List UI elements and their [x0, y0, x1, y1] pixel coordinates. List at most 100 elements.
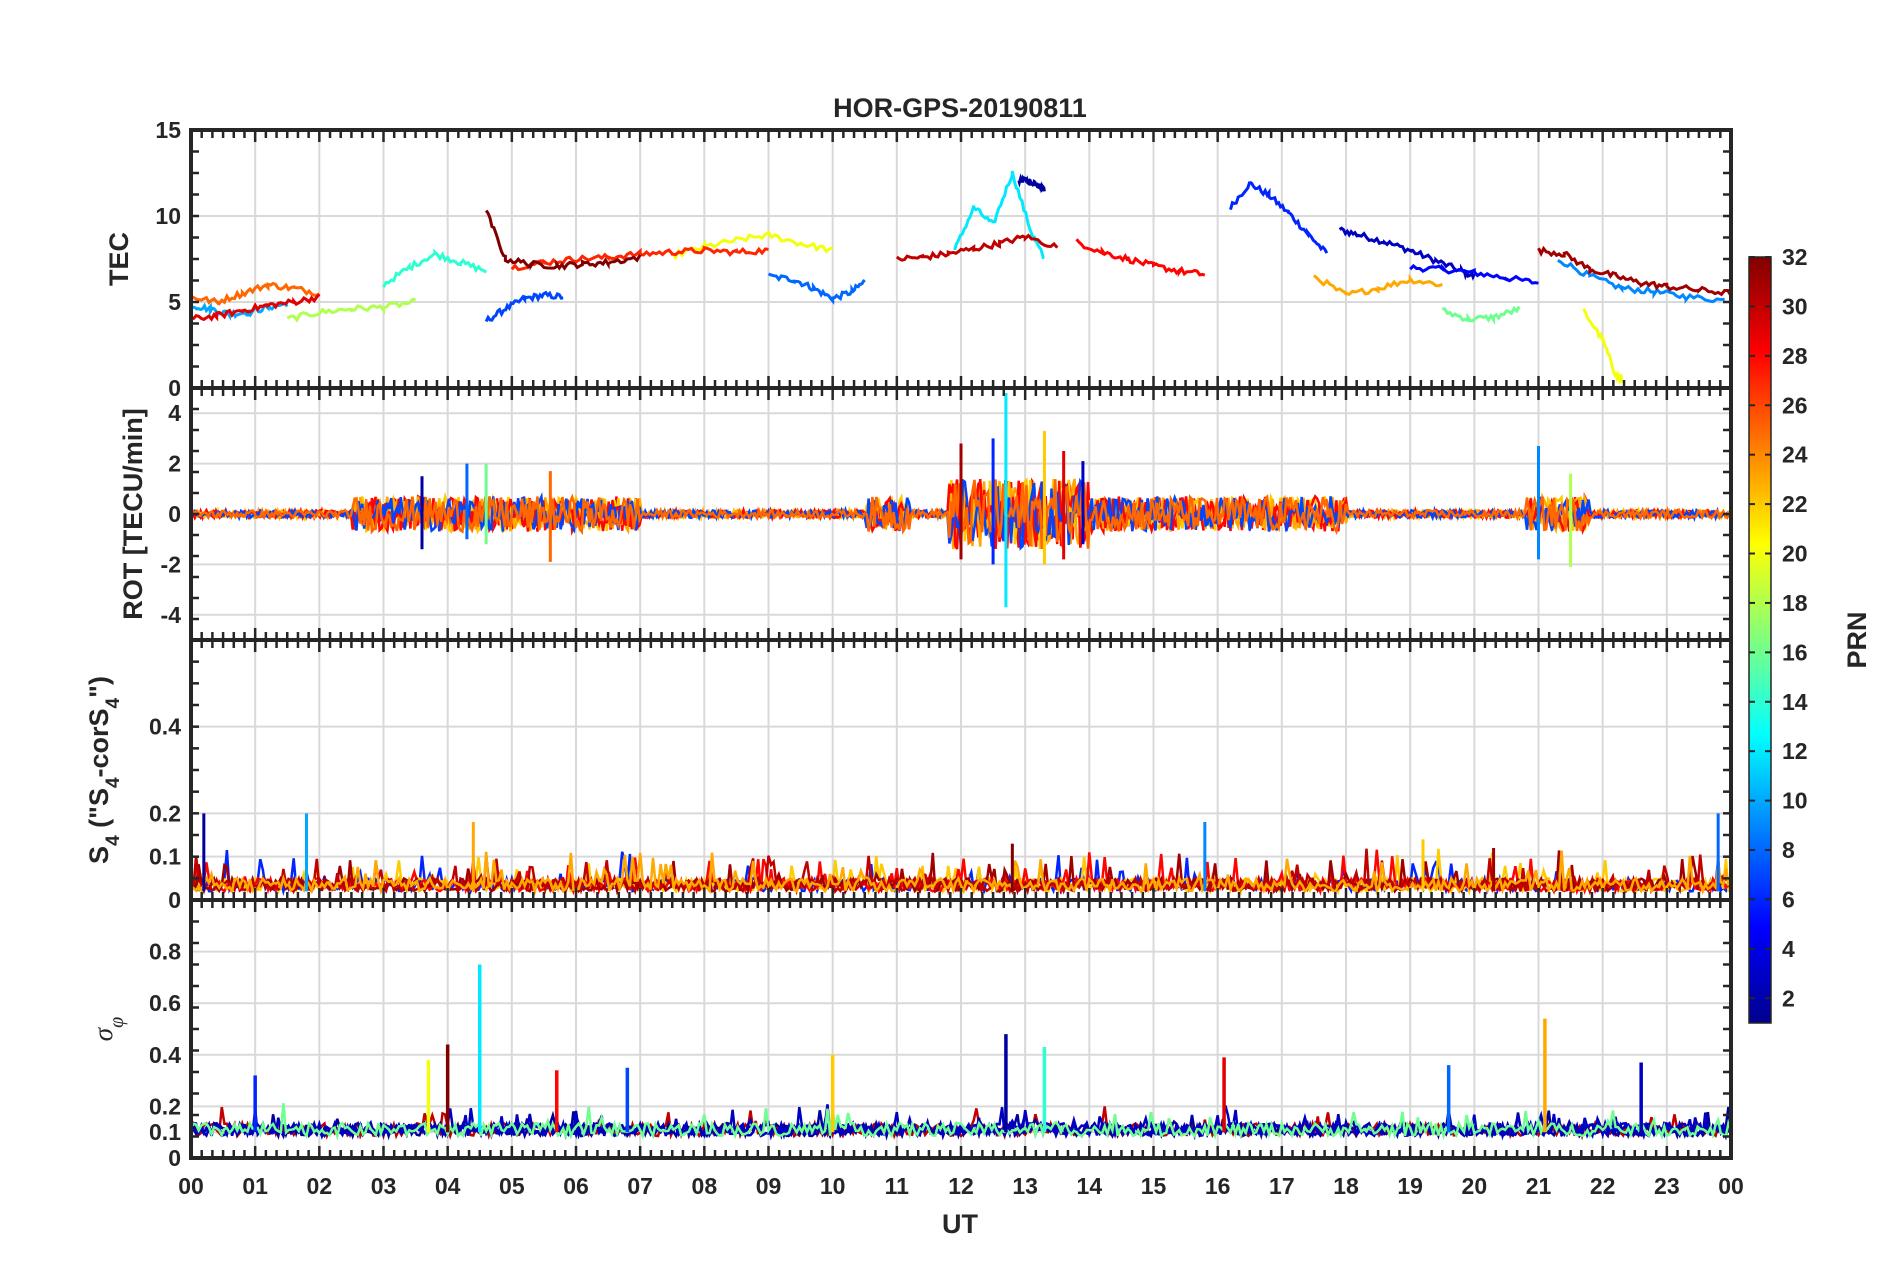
- colorbar-tick-label: 26: [1782, 392, 1808, 418]
- x-tick-label: 03: [371, 1173, 397, 1199]
- y-tick-label: 0.1: [149, 1119, 181, 1145]
- chart-title: HOR-GPS-20190811: [833, 93, 1087, 123]
- colorbar-tick-label: 18: [1782, 590, 1808, 616]
- panel-ROT: -4 -2 0 2 4 ROT [TECU/min]: [118, 386, 1733, 642]
- tec-series-prn-10: [191, 301, 289, 322]
- y-axis-label-tec: TEC: [104, 232, 134, 286]
- y-tick-label: 0.4: [149, 1042, 181, 1068]
- x-tick-labels: 00 01 02 03 04 05 06 07 08 09 10 11 12 13 14 15 16 17 18 19…: [178, 1173, 1744, 1199]
- panel-TEC: 0 5 10 15 TEC: [104, 117, 1733, 401]
- x-tick-label: 10: [820, 1173, 846, 1199]
- colorbar-gradient: [1748, 256, 1772, 1024]
- y-tick-label: 2: [168, 451, 181, 477]
- y-tick-label: 4: [168, 400, 181, 426]
- tec-series-prn-2: [1017, 173, 1046, 194]
- y-tick-label: 0.2: [149, 800, 181, 826]
- x-tick-label: 05: [499, 1173, 525, 1199]
- y-tick-label: -4: [161, 602, 182, 628]
- tec-series-prn-25: [191, 281, 321, 306]
- x-tick-label: 00: [178, 1173, 204, 1199]
- x-tick-label: 16: [1205, 1173, 1231, 1199]
- y-axis-label-rot: ROT [TECU/min]: [118, 408, 148, 619]
- y-tick-label: 0: [168, 887, 181, 913]
- tec-series-prn-18: [286, 297, 416, 323]
- tec-series-prn-12: [953, 170, 1045, 260]
- tec-series-prn-27: [510, 245, 769, 272]
- x-tick-label: 13: [1012, 1173, 1038, 1199]
- colorbar-tick-label: 28: [1782, 343, 1808, 369]
- y-tick-label: 0.4: [149, 714, 181, 740]
- y-tick-label: 15: [155, 117, 181, 143]
- x-tick-label: 06: [563, 1173, 589, 1199]
- x-tick-label: 07: [627, 1173, 653, 1199]
- x-tick-label: 21: [1526, 1173, 1552, 1199]
- data-layer: [191, 393, 1731, 608]
- data-layer: [191, 964, 1731, 1141]
- tec-series-prn-31: [1537, 245, 1731, 297]
- x-tick-label: 20: [1462, 1173, 1488, 1199]
- tec-series-prn-14: [382, 248, 488, 288]
- colorbar-tick-label: 12: [1782, 738, 1808, 764]
- tec-series-prn-32: [484, 209, 642, 271]
- tec-series-prn-29: [191, 293, 321, 322]
- x-tick-label: 12: [948, 1173, 974, 1199]
- y-tick-label: 0.8: [149, 939, 181, 965]
- x-tick-label: 00: [1718, 1173, 1744, 1199]
- colorbar-label: PRN: [1842, 611, 1872, 668]
- x-tick-label: 01: [242, 1173, 268, 1199]
- colorbar-tick-label: 4: [1782, 936, 1795, 962]
- tec-series-prn-30: [895, 233, 1059, 262]
- x-tick-label: 11: [885, 1173, 910, 1199]
- x-tick-label: 02: [307, 1173, 333, 1199]
- panel-sigma-phi: 00.10.2 0.4 0.6 0.8 σφ: [88, 898, 1733, 1171]
- x-tick-label: 23: [1654, 1173, 1680, 1199]
- tec-series-prn-6: [1229, 180, 1329, 254]
- y-axis-label-sigma-phi: σφ: [88, 1017, 128, 1041]
- tec-series-prn-16: [1442, 305, 1521, 326]
- y-tick-label: 5: [168, 289, 181, 315]
- y-tick-label: 0.1: [149, 844, 181, 870]
- x-tick-label: 15: [1141, 1173, 1167, 1199]
- x-tick-label: 08: [692, 1173, 718, 1199]
- y-tick-label: 0.2: [149, 1093, 181, 1119]
- colorbar-tick-label: 22: [1782, 491, 1808, 517]
- tec-series-prn-5: [1409, 263, 1539, 285]
- y-tick-label: 10: [155, 203, 181, 229]
- x-tick-label: 22: [1590, 1173, 1616, 1199]
- colorbar-tick-label: 20: [1782, 541, 1808, 567]
- y-tick-label: 0: [168, 501, 181, 527]
- colorbar-tick-label: 10: [1782, 788, 1808, 814]
- x-tick-label: 19: [1397, 1173, 1423, 1199]
- colorbar-tick-label: 8: [1782, 837, 1795, 863]
- colorbar-tick-label: 2: [1782, 985, 1795, 1011]
- tec-series-prn-20: [671, 230, 834, 261]
- x-tick-label: 04: [435, 1173, 461, 1199]
- colorbar-tick-label: 30: [1782, 293, 1808, 319]
- colorbar-tick-label: 24: [1782, 442, 1808, 468]
- tec-series-prn-28: [1075, 238, 1206, 278]
- tec-series-prn-23: [1312, 273, 1443, 296]
- data-layer: [191, 170, 1731, 386]
- colorbar-tick-label: 14: [1782, 689, 1808, 715]
- x-axis-label: UT: [942, 1209, 978, 1239]
- colorbar-tick-label: 16: [1782, 639, 1808, 665]
- y-tick-label: -2: [161, 551, 181, 577]
- colorbar-tick-label: 6: [1782, 886, 1795, 912]
- sigma-series: [191, 1103, 1731, 1141]
- tec-series-prn-8: [768, 272, 866, 305]
- x-tick-label: 17: [1269, 1173, 1295, 1199]
- y-tick-label: 0: [168, 375, 181, 401]
- x-tick-label: 14: [1077, 1173, 1103, 1199]
- tec-series-prn-9: [1557, 259, 1725, 304]
- x-tick-label: 09: [756, 1173, 782, 1199]
- y-axis-label-s4: S4 ("S4-corS4"): [84, 676, 124, 864]
- colorbar-tick-label: 32: [1782, 244, 1808, 270]
- y-tick-label: 0: [168, 1145, 181, 1171]
- y-tick-label: 0.6: [149, 990, 181, 1016]
- tec-series-prn-20: [1582, 308, 1624, 386]
- tec-series-prn-7: [484, 290, 564, 323]
